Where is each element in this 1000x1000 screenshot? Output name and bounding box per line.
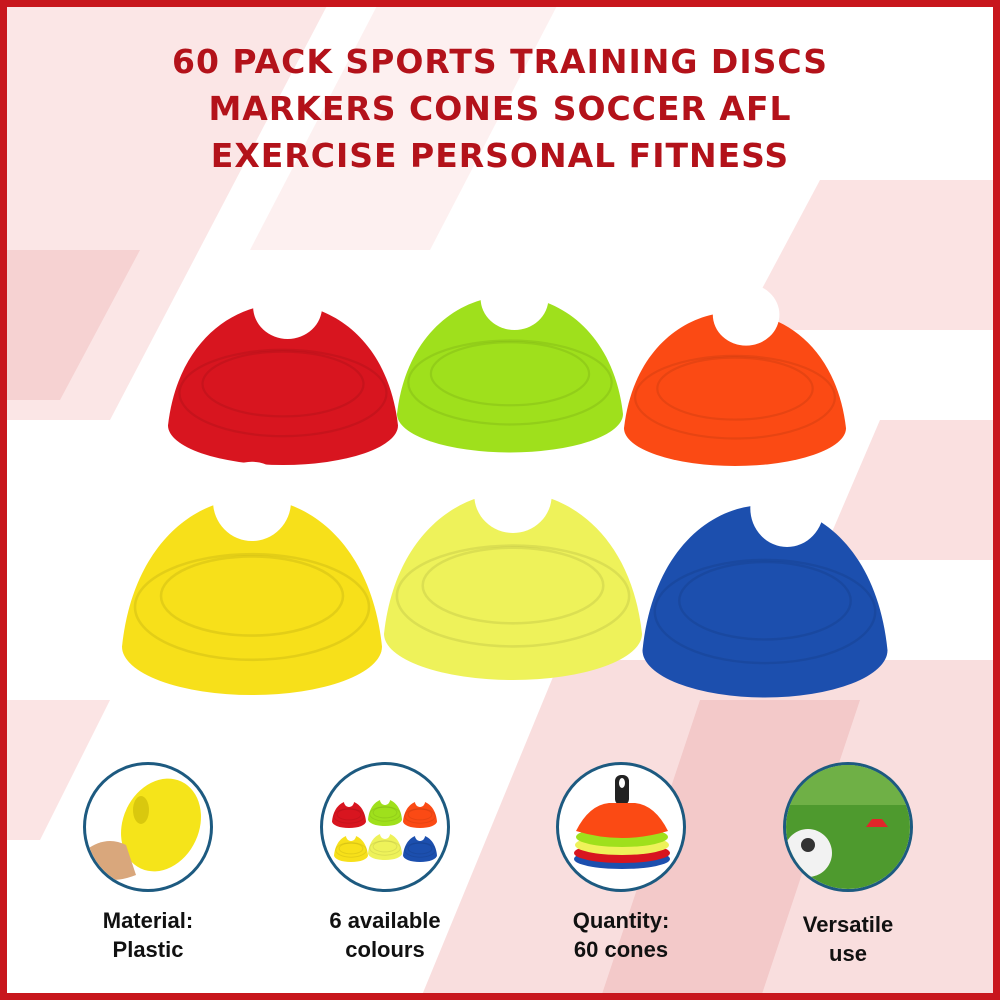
feature-material: Material: Plastic [48,762,248,964]
title-line: 60 PACK SPORTS TRAINING DISCS [172,42,828,81]
feature-quantity: Quantity: 60 cones [521,762,721,964]
cone-red [168,274,398,465]
feature-line: Quantity: [572,908,670,933]
feature-line: Material: [102,908,194,933]
feature-colours: 6 available colours [285,762,485,964]
feature-line: 6 available [329,908,441,933]
mini-cone-green [368,794,402,826]
cone-pale-yellow [384,457,642,680]
six-cones-icon [320,762,450,892]
mini-cone-blue [403,830,437,862]
feature-line: use [829,941,867,966]
cone-green [397,267,623,453]
feature-line: colours [345,937,425,962]
title-line: EXERCISE PERSONAL FITNESS [210,136,790,175]
title-line: MARKERS CONES SOCCER AFL [208,89,792,128]
mini-cone-orange [403,796,437,828]
cone-stack-icon [556,762,686,892]
feature-line: Versatile [802,912,894,937]
cone-orange [624,283,846,466]
feature-line: 60 cones [573,937,669,962]
mini-cone-red [332,796,366,828]
mini-cone-yellow [334,830,368,862]
hand-holding-cone-icon [83,762,213,892]
cone-blue [642,469,888,698]
mini-cone-pale-yellow [368,828,402,860]
soccer-field-icon [783,762,913,892]
feature-line: Plastic [112,937,184,962]
product-title: 60 PACK SPORTS TRAINING DISCS MARKERS CO… [0,38,1000,179]
cone-yellow [122,461,382,695]
feature-versatile: Versatile use [748,762,948,968]
